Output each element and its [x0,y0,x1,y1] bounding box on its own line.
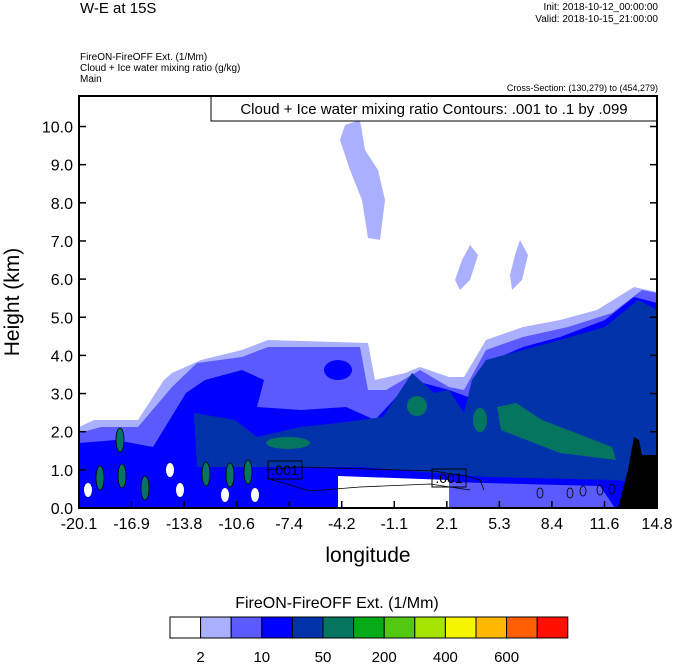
x-tick-label: -7.4 [275,516,303,533]
x-axis-label: longitude [325,544,410,567]
colorbar-swatch [444,616,477,639]
init-time: Init: 2018-10-12_00:00:00 [543,2,658,13]
x-tick-label: 2.1 [436,516,458,533]
fill-region-upper-cloud [340,120,385,240]
contour-cell [201,461,211,487]
contour-cell [596,484,604,496]
y-tick-label: 9.0 [51,158,73,175]
contour-line [265,466,485,491]
subtitle-main: Main [80,74,102,85]
colorbar-swatch [506,616,538,639]
plot-frame [78,95,658,509]
x-tick-label: -20.1 [61,516,98,533]
contour-cell [225,462,235,488]
colorbar-title: FireON-FireOFF Ext. (1/Mm) [235,595,439,612]
x-tick-label: 11.6 [589,516,619,533]
x-tick-label: -10.6 [218,516,255,533]
fill-region-200-300 [407,396,427,416]
x-tick-label: 14.8 [641,516,672,533]
colorbar-label: 600 [494,649,519,666]
contour-cell [243,459,253,485]
colorbar-label: 10 [253,649,270,666]
colorbar-label: 200 [372,649,397,666]
contour-label: .001 [435,470,462,486]
y-tick-label: 5.0 [51,310,73,327]
terrain [618,437,657,508]
subtitle-contour: Cloud + Ice water mixing ratio (g/kg) [80,63,241,74]
x-tick-label: -13.8 [166,516,203,533]
x-tick-label: -16.9 [113,516,150,533]
colorbar-swatch [536,616,569,639]
colorbar-swatch [169,616,202,639]
fill-region-clear-cell [251,488,259,502]
fill-region-clear-cell [84,483,92,497]
contour-cell [579,485,587,497]
y-axis-label: Height (km) [1,248,24,357]
colorbar-swatch [353,616,385,639]
fill-region-200-300 [473,408,487,432]
fill-region-clear-cell [166,463,174,477]
subtitle-fill: FireON-FireOFF Ext. (1/Mm) [80,52,208,63]
contour-label-box [431,468,467,488]
y-tick-label: 8.0 [51,196,73,213]
contour-label: .001 [271,462,298,478]
fill-region-blob [324,360,352,380]
fill-region-upper-cloud [510,240,528,290]
colorbar-swatch [322,616,355,639]
y-tick-label: 0.0 [51,501,73,518]
colorbar-swatch [291,616,324,639]
x-tick-label: 8.4 [541,516,563,533]
colorbar-swatch [230,616,263,639]
colorbar-swatch [383,616,416,639]
y-tick-label: 3.0 [51,387,73,404]
y-tick-label: 4.0 [51,348,73,365]
colorbar-label: 2 [196,649,204,666]
y-tick-label: 10.0 [42,120,73,137]
fill-region-clear-cell [221,488,229,502]
x-tick-label: 5.3 [488,516,510,533]
colorbar-swatch [261,616,293,639]
contour-cell [140,475,150,501]
plot-title: W-E at 15S [80,0,157,17]
x-tick-label: -1.1 [380,516,408,533]
y-tick-label: 2.0 [51,425,73,442]
colorbar-label: 50 [315,649,332,666]
contour-cell [95,465,105,491]
contour-cell [608,483,616,495]
x-tick-label: -4.2 [328,516,356,533]
cross-section-label: Cross-Section: (130,279) to (454,279) [506,83,658,93]
contour-cell [566,487,574,499]
contour-cell [115,427,125,453]
contour-label-box [267,460,303,480]
contour-info-box [210,95,658,122]
contour-cell [536,487,544,499]
y-tick-label: 6.0 [51,272,73,289]
fill-region-200-300 [497,403,616,460]
contour-info: Cloud + Ice water mixing ratio Contours:… [240,101,627,118]
contour-cell [117,463,127,489]
fill-region-lowlevel-2 [449,482,615,508]
colorbar-swatch [200,616,232,639]
colorbar-label: 400 [433,649,458,666]
contour-line [265,477,471,492]
valid-time: Valid: 2018-10-15_21:00:00 [535,14,658,25]
colorbar-swatch [414,616,446,639]
fill-region-upper-cloud [455,245,478,290]
fill-region-clear-cell [176,483,184,497]
y-tick-label: 1.0 [51,463,73,480]
y-tick-label: 7.0 [51,234,73,251]
colorbar-swatch [475,616,508,639]
fill-region-200-300 [266,437,310,449]
